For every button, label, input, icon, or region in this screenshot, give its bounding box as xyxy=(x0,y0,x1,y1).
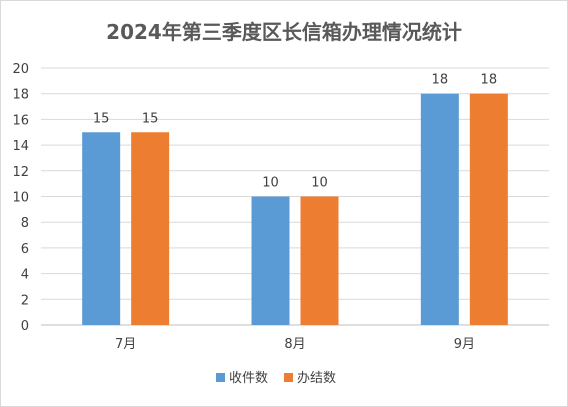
y-tick-label: 4 xyxy=(21,268,29,283)
x-tick-label: 8月 xyxy=(284,337,305,352)
bar-received-1 xyxy=(82,132,121,325)
chart-title: 2024年第三季度区长信箱办理情况统计 xyxy=(106,20,462,44)
y-tick-label: 14 xyxy=(12,139,29,154)
bar-completed-1 xyxy=(131,132,170,325)
gridlines xyxy=(41,67,549,326)
data-label: 15 xyxy=(93,111,110,126)
bar-received-2 xyxy=(251,196,290,325)
y-tick-label: 6 xyxy=(21,242,29,257)
x-axis-ticks: 7月 8月 9月 xyxy=(115,337,475,352)
bar-completed-2 xyxy=(300,196,339,325)
y-tick-label: 10 xyxy=(12,191,29,206)
y-tick-label: 16 xyxy=(12,113,29,128)
y-tick-label: 2 xyxy=(21,293,29,308)
y-tick-label: 20 xyxy=(12,62,29,77)
data-label: 18 xyxy=(481,73,498,88)
x-tick-label: 7月 xyxy=(115,337,136,352)
x-tick-label: 9月 xyxy=(454,337,475,352)
legend-swatch xyxy=(284,373,293,382)
bar-completed-3 xyxy=(469,93,508,325)
y-tick-label: 0 xyxy=(21,319,29,334)
data-labels: 15 15 10 10 18 18 xyxy=(93,73,497,191)
y-tick-label: 8 xyxy=(21,216,29,231)
legend: 收件数 办结数 xyxy=(216,371,336,386)
y-tick-label: 12 xyxy=(12,165,29,180)
data-label: 15 xyxy=(142,111,159,126)
y-axis-ticks: 0 2 4 6 8 10 12 14 16 18 20 xyxy=(12,62,29,334)
data-label: 10 xyxy=(311,176,328,191)
y-tick-label: 18 xyxy=(12,88,29,103)
data-label: 18 xyxy=(432,73,449,88)
legend-label: 办结数 xyxy=(297,371,336,386)
data-label: 10 xyxy=(262,176,279,191)
bars xyxy=(82,93,508,325)
bar-received-3 xyxy=(420,93,459,325)
legend-label: 收件数 xyxy=(229,371,268,386)
legend-swatch xyxy=(216,373,225,382)
